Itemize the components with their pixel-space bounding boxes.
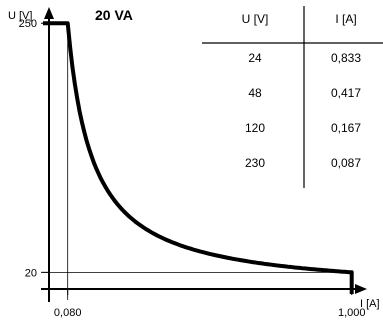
series-group — [43, 21, 354, 294]
table-cell-current: 0,087 — [331, 156, 361, 170]
series-line — [43, 21, 354, 294]
y-axis-arrowhead — [44, 7, 54, 19]
y-tick-label: 250 — [19, 18, 37, 30]
y-axis-label: U [V] — [8, 10, 32, 22]
x-tick-label: 1,000 — [338, 307, 366, 319]
chart-title: 20 VA — [95, 7, 133, 23]
table-cell-voltage: 230 — [245, 156, 265, 170]
table-cell-current: 0,167 — [331, 121, 361, 135]
ticks: 0,080 1,000 20 250 — [19, 18, 366, 319]
reference-lines — [43, 23, 352, 300]
table-header-voltage: U [V] — [242, 12, 269, 26]
x-axis-label: I [A] — [360, 298, 380, 310]
table-cell-current: 0,417 — [331, 86, 361, 100]
table-header-current: I [A] — [335, 12, 356, 26]
table-cell-voltage: 120 — [245, 121, 265, 135]
axes — [41, 7, 367, 302]
table-cell-voltage: 24 — [248, 51, 262, 65]
y-tick-label: 20 — [25, 267, 37, 279]
data-table: U [V] I [A] 24 0,833 48 0,417 120 0,167 230 0,0… — [202, 6, 383, 188]
table-rows: 24 0,833 48 0,417 120 0,167 230 0,087 — [245, 51, 361, 170]
x-axis-arrowhead — [355, 284, 367, 294]
x-tick-label: 0,080 — [54, 307, 82, 319]
table-cell-voltage: 48 — [248, 86, 262, 100]
table-cell-current: 0,833 — [331, 51, 361, 65]
